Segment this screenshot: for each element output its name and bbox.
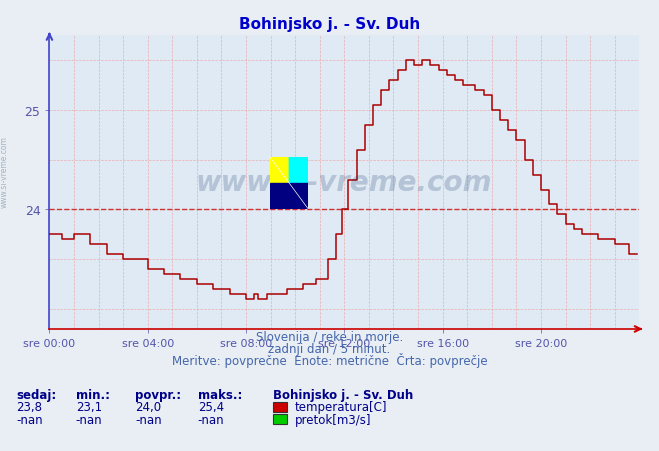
Text: sedaj:: sedaj: <box>16 388 57 401</box>
Text: www.si-vreme.com: www.si-vreme.com <box>0 135 9 207</box>
Text: 23,8: 23,8 <box>16 400 42 414</box>
Text: -nan: -nan <box>16 413 43 426</box>
Text: Bohinjsko j. - Sv. Duh: Bohinjsko j. - Sv. Duh <box>239 17 420 32</box>
Text: 23,1: 23,1 <box>76 400 102 414</box>
Text: maks.:: maks.: <box>198 388 242 401</box>
Text: Bohinjsko j. - Sv. Duh: Bohinjsko j. - Sv. Duh <box>273 388 414 401</box>
Text: 24,0: 24,0 <box>135 400 161 414</box>
Text: -nan: -nan <box>198 413 224 426</box>
Text: povpr.:: povpr.: <box>135 388 181 401</box>
Text: temperatura[C]: temperatura[C] <box>295 400 387 414</box>
Polygon shape <box>270 158 289 184</box>
Text: 25,4: 25,4 <box>198 400 224 414</box>
Polygon shape <box>270 158 289 184</box>
Text: zadnji dan / 5 minut.: zadnji dan / 5 minut. <box>268 343 391 356</box>
Polygon shape <box>270 184 308 210</box>
Text: -nan: -nan <box>76 413 102 426</box>
Text: Slovenija / reke in morje.: Slovenija / reke in morje. <box>256 331 403 344</box>
Polygon shape <box>289 158 308 184</box>
Text: min.:: min.: <box>76 388 110 401</box>
Polygon shape <box>289 158 308 184</box>
Text: Meritve: povprečne  Enote: metrične  Črta: povprečje: Meritve: povprečne Enote: metrične Črta:… <box>172 352 487 368</box>
Text: www.si-vreme.com: www.si-vreme.com <box>196 169 492 197</box>
Text: -nan: -nan <box>135 413 161 426</box>
Text: pretok[m3/s]: pretok[m3/s] <box>295 413 371 426</box>
